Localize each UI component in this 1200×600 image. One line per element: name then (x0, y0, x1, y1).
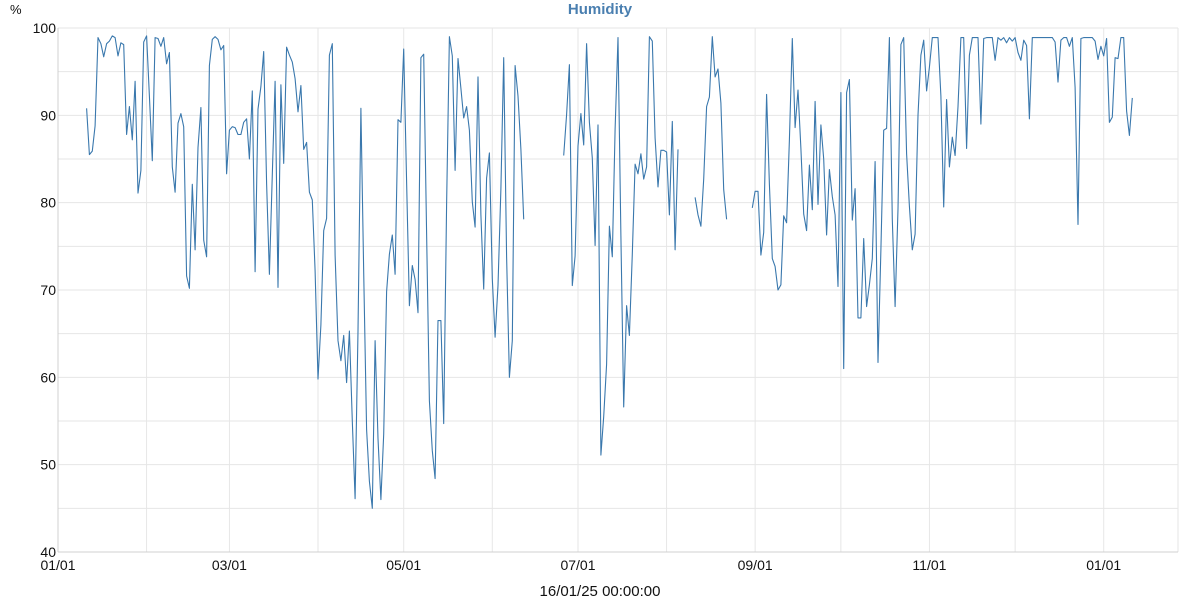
x-tick-label: 01/01 (1086, 557, 1121, 573)
y-tick-label: 60 (40, 369, 56, 385)
x-tick-label: 07/01 (560, 557, 595, 573)
axes (57, 28, 1178, 553)
y-tick-label: 90 (40, 107, 56, 123)
x-tick-label: 01/01 (40, 557, 75, 573)
y-tick-label: 40 (40, 544, 56, 560)
y-tick-label: 80 (40, 195, 56, 211)
x-tick-label: 05/01 (386, 557, 421, 573)
y-axis-unit-label: % (10, 2, 22, 17)
humidity-series-line (86, 35, 525, 509)
x-tick-label: 03/01 (212, 557, 247, 573)
grid (58, 27, 1179, 552)
y-tick-label: 100 (33, 20, 57, 36)
humidity-series-line (694, 36, 728, 227)
chart-title: Humidity (567, 1, 633, 18)
y-tick-label: 70 (40, 282, 56, 298)
humidity-series-line (751, 37, 1133, 370)
humidity-series-line (563, 36, 679, 456)
y-tick-label: 50 (40, 457, 56, 473)
x-axis-caption: 16/01/25 00:00:00 (539, 583, 661, 600)
tick-labels: 40 50 60 70 80 90 100 01/01 03/01 05/01 07/01 09/01… (33, 20, 1122, 573)
x-tick-label: 11/01 (912, 557, 946, 573)
series-layer (86, 35, 1133, 509)
x-tick-label: 09/01 (738, 557, 773, 573)
